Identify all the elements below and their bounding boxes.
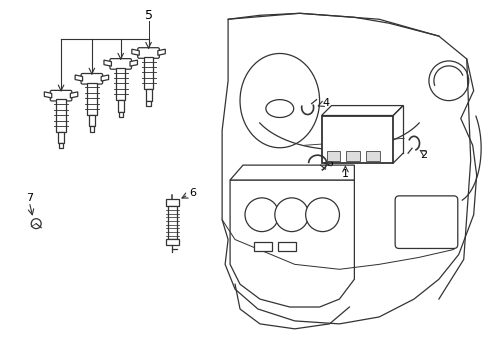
Text: 1: 1 bbox=[341, 169, 348, 179]
Text: 5: 5 bbox=[144, 9, 152, 22]
Circle shape bbox=[244, 198, 278, 231]
Polygon shape bbox=[44, 92, 52, 98]
Text: 7: 7 bbox=[25, 193, 33, 203]
Ellipse shape bbox=[240, 54, 319, 148]
Bar bbox=[143, 57, 153, 89]
Bar bbox=[116, 68, 125, 100]
Bar bbox=[166, 239, 178, 245]
Bar bbox=[366, 151, 380, 161]
Polygon shape bbox=[230, 165, 354, 180]
Bar bbox=[119, 112, 122, 117]
Bar bbox=[277, 242, 295, 251]
Bar bbox=[56, 99, 65, 131]
FancyBboxPatch shape bbox=[81, 73, 102, 84]
Polygon shape bbox=[104, 60, 111, 66]
Bar bbox=[168, 206, 177, 239]
Polygon shape bbox=[321, 105, 402, 116]
FancyBboxPatch shape bbox=[394, 196, 457, 248]
Bar bbox=[146, 101, 150, 106]
Bar bbox=[58, 131, 64, 143]
Text: 4: 4 bbox=[321, 98, 328, 108]
Bar bbox=[346, 151, 360, 161]
Text: 6: 6 bbox=[188, 188, 195, 198]
Bar bbox=[87, 82, 96, 114]
FancyBboxPatch shape bbox=[166, 199, 178, 206]
Bar bbox=[90, 126, 94, 131]
Bar bbox=[59, 143, 63, 148]
Circle shape bbox=[305, 198, 339, 231]
Bar bbox=[253, 242, 271, 251]
Polygon shape bbox=[230, 180, 354, 307]
Polygon shape bbox=[75, 75, 82, 81]
FancyBboxPatch shape bbox=[110, 59, 131, 69]
FancyBboxPatch shape bbox=[50, 90, 72, 101]
FancyBboxPatch shape bbox=[321, 116, 392, 163]
Polygon shape bbox=[132, 49, 139, 55]
Polygon shape bbox=[101, 75, 108, 81]
Polygon shape bbox=[158, 49, 165, 55]
Ellipse shape bbox=[265, 100, 293, 117]
Circle shape bbox=[31, 219, 41, 229]
Bar bbox=[145, 89, 151, 101]
Bar bbox=[89, 114, 95, 126]
Polygon shape bbox=[222, 13, 476, 324]
Polygon shape bbox=[70, 92, 78, 98]
Circle shape bbox=[428, 61, 468, 100]
Text: 2: 2 bbox=[420, 150, 427, 160]
FancyBboxPatch shape bbox=[138, 48, 159, 58]
Circle shape bbox=[274, 198, 308, 231]
Polygon shape bbox=[130, 60, 137, 66]
Bar bbox=[326, 151, 340, 161]
Text: 3: 3 bbox=[325, 158, 332, 168]
Bar bbox=[118, 100, 123, 112]
